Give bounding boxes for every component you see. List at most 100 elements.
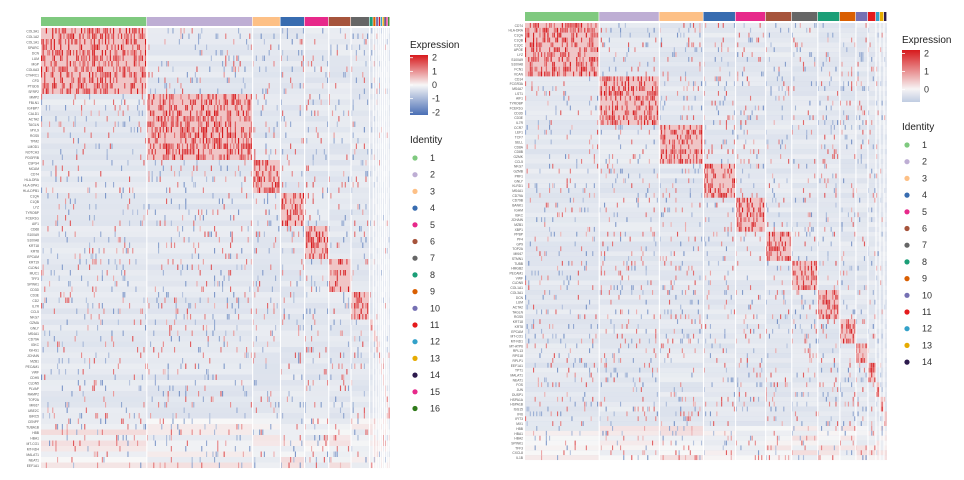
heatmap-cell [167,116,169,122]
heatmap-cell [558,47,560,53]
heatmap-cell [117,88,119,95]
heatmap-cell [590,27,592,33]
heatmap-cell [135,28,137,34]
heatmap-cell [328,226,330,232]
heatmap-cell [263,94,265,100]
heatmap-cell [133,193,135,199]
heatmap-cell [239,363,241,370]
heatmap-cell [288,391,290,397]
heatmap-cell-block [328,143,352,150]
heatmap-cell-block [376,44,379,51]
heatmap-cell [199,121,201,128]
heatmap-cell-block [351,413,370,419]
heatmap-cell-block [380,193,383,199]
heatmap-cell [280,116,282,122]
heatmap-cell [311,281,313,287]
heatmap-cell [122,121,124,128]
heatmap-cell-block [280,303,305,309]
heatmap-cell-block [791,61,818,67]
heatmap-cell [607,115,609,121]
heatmap-cell-block [252,303,281,309]
heatmap-cell [367,171,369,177]
heatmap-cell [252,429,254,436]
heatmap-cell [810,81,813,87]
heatmap-cell-block [378,220,381,227]
heatmap-cell [186,264,188,271]
heatmap-cell-block [376,259,379,265]
heatmap-cell [737,42,739,48]
heatmap-cell [322,28,324,34]
heatmap-cell-block [146,248,253,254]
heatmap-cell [198,94,200,100]
heatmap-cell [317,209,319,216]
heatmap-cell [335,451,337,458]
heatmap-cell-block [328,358,352,364]
heatmap-cell [166,127,168,133]
heatmap-cell-block [376,363,379,370]
heatmap-cell [592,37,594,43]
heatmap-cell [138,28,140,34]
heatmap-cell-block [252,176,281,183]
heatmap-cell-block [146,182,253,188]
heatmap-cell [741,81,744,87]
heatmap-cell [312,160,314,166]
heatmap-cell [784,61,786,67]
heatmap-cell [250,154,252,161]
heatmap-cell [111,44,113,51]
heatmap-cell [373,418,375,425]
heatmap-cell [576,42,578,48]
heatmap-cell-block [328,440,352,447]
identity-legend-swatch [412,205,418,211]
heatmap-cell [101,380,103,386]
heatmap-cell [290,281,292,287]
heatmap-cell [311,248,313,254]
heatmap-cell [652,95,654,101]
heatmap-cell [151,396,153,403]
heatmap-cell [220,270,222,276]
heatmap-cell [146,154,148,161]
heatmap-cell [276,413,278,419]
heatmap-cell-block [373,457,377,463]
heatmap-cell-block [252,231,281,238]
heatmap-cell-block [351,94,370,100]
heatmap-cell [93,358,95,364]
heatmap-cell [756,37,758,43]
gene-label: SPINK1 [27,282,39,286]
heatmap-cell [252,193,254,199]
heatmap-cell [263,39,265,45]
heatmap-cell [244,154,246,161]
heatmap-cell [247,44,249,51]
heatmap-cell-block [41,286,147,293]
heatmap-cell-block [384,385,387,392]
heatmap-cell-block [373,242,377,249]
heatmap-cell-block [373,160,377,166]
heatmap-cell [238,297,240,304]
heatmap-cell [336,270,338,276]
heatmap-cell [41,374,43,381]
heatmap-cell [236,347,238,353]
heatmap-cell [206,281,208,287]
heatmap-cell-block [41,352,147,359]
heatmap-cell [233,55,235,62]
heatmap-cell [330,457,332,463]
heatmap-cell [238,66,240,73]
heatmap-cell [644,115,646,121]
heatmap-cell [109,28,111,34]
heatmap-cell [255,325,257,331]
heatmap-cell-block [384,220,387,227]
heatmap-cell-block [351,110,370,117]
heatmap-cell-block [386,429,389,436]
heatmap-cell [778,86,780,92]
heatmap-cell-block [875,120,880,126]
heatmap-cell [97,429,99,436]
heatmap-cell [705,124,707,130]
heatmap-cell-block [304,275,329,282]
heatmap-cell [133,83,135,89]
heatmap-cell-block [599,66,660,72]
heatmap-cell-block [839,52,856,58]
heatmap-cell-block [376,358,379,364]
heatmap-cell-block [378,369,381,375]
gene-label: MT-CO1 [27,442,40,446]
heatmap-cell-block [252,424,281,430]
heatmap-cell [555,110,557,116]
